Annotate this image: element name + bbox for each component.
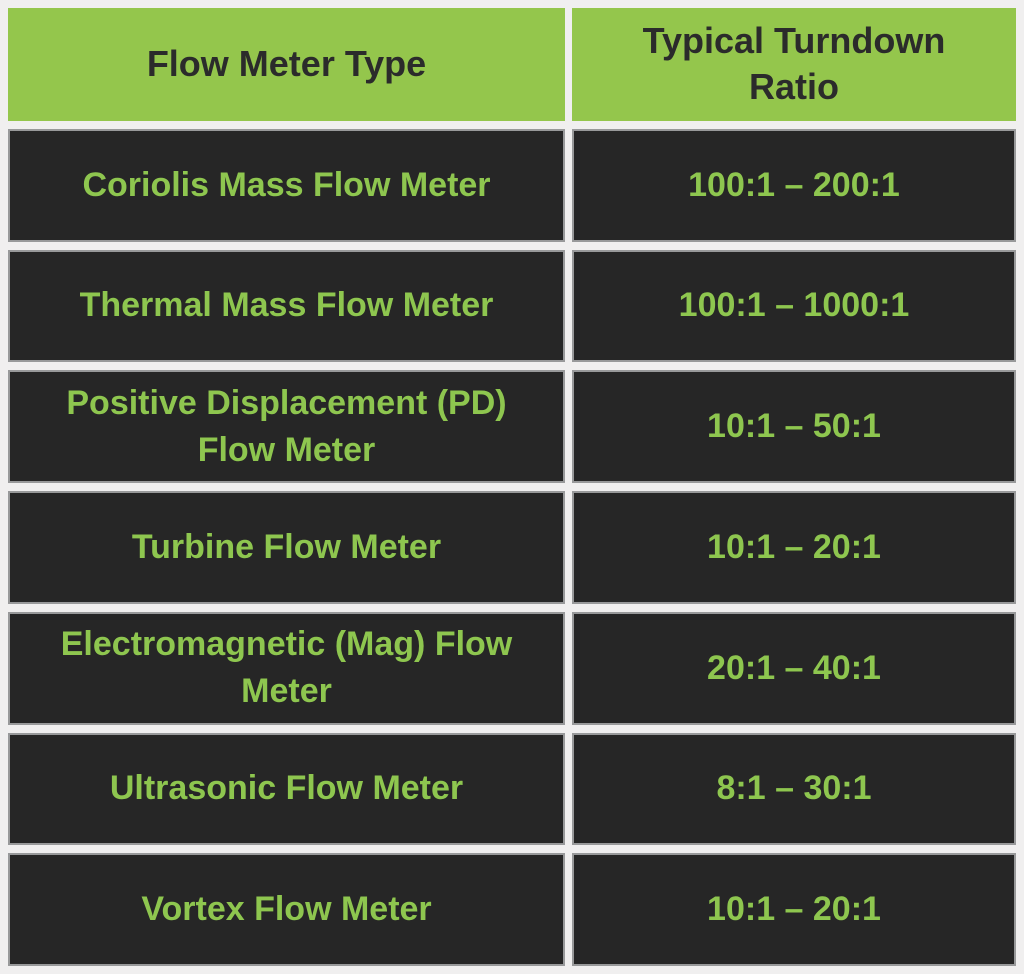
flow-meter-type-text: Coriolis Mass Flow Meter (82, 165, 491, 204)
turndown-ratio-text: 10:1 – 50:1 (707, 407, 881, 446)
flow-meter-type-text: Thermal Mass Flow Meter (79, 286, 494, 325)
header-cell-flow-meter-type: Flow Meter Type (8, 8, 565, 121)
flow-meter-type-text: Positive Displacement (PD) Flow Meter (66, 383, 507, 469)
turndown-ratio-cell: 10:1 – 20:1 (572, 491, 1016, 604)
turndown-ratio-cell: 100:1 – 200:1 (572, 128, 1016, 242)
turndown-ratio-cell: 10:1 – 20:1 (572, 853, 1016, 966)
flow-meter-type-cell: Coriolis Mass Flow Meter (8, 128, 565, 242)
header-label-turndown-ratio: Typical Turndown Ratio (642, 19, 946, 108)
flow-meter-type-cell: Thermal Mass Flow Meter (8, 249, 565, 363)
table-row: Thermal Mass Flow Meter 100:1 – 1000:1 (8, 249, 1016, 363)
flow-meter-type-text: Electromagnetic (Mag) Flow Meter (60, 625, 513, 711)
turndown-ratio-text: 8:1 – 30:1 (716, 769, 872, 808)
flow-meter-type-text: Turbine Flow Meter (131, 527, 442, 566)
turndown-ratio-text: 10:1 – 20:1 (707, 527, 881, 566)
turndown-ratio-text: 20:1 – 40:1 (707, 648, 881, 687)
turndown-ratio-cell: 8:1 – 30:1 (572, 732, 1016, 846)
table-row: Positive Displacement (PD) Flow Meter 10… (8, 370, 1016, 483)
table-row: Turbine Flow Meter 10:1 – 20:1 (8, 491, 1016, 604)
table-row: Ultrasonic Flow Meter 8:1 – 30:1 (8, 732, 1016, 846)
flow-meter-type-text: Ultrasonic Flow Meter (109, 769, 464, 808)
table-header-row: Flow Meter Type Typical Turndown Ratio (8, 8, 1016, 121)
turndown-ratio-cell: 20:1 – 40:1 (572, 611, 1016, 725)
turndown-ratio-cell: 10:1 – 50:1 (572, 370, 1016, 483)
flow-meter-type-cell: Electromagnetic (Mag) Flow Meter (8, 611, 565, 725)
header-label-flow-meter-type: Flow Meter Type (146, 42, 427, 84)
flow-meter-type-cell: Positive Displacement (PD) Flow Meter (8, 370, 565, 483)
turndown-ratio-text: 100:1 – 1000:1 (678, 286, 910, 325)
turndown-ratio-text: 10:1 – 20:1 (707, 890, 881, 929)
table-row: Coriolis Mass Flow Meter 100:1 – 200:1 (8, 128, 1016, 242)
header-cell-turndown-ratio: Typical Turndown Ratio (572, 8, 1016, 121)
table-row: Vortex Flow Meter 10:1 – 20:1 (8, 853, 1016, 966)
flow-meter-type-cell: Ultrasonic Flow Meter (8, 732, 565, 846)
turndown-ratio-text: 100:1 – 200:1 (688, 165, 900, 204)
flow-meter-type-text: Vortex Flow Meter (141, 890, 432, 929)
turndown-ratio-cell: 100:1 – 1000:1 (572, 249, 1016, 363)
flow-meter-type-cell: Vortex Flow Meter (8, 853, 565, 966)
table-row: Electromagnetic (Mag) Flow Meter 20:1 – … (8, 611, 1016, 725)
flow-meter-type-cell: Turbine Flow Meter (8, 491, 565, 604)
